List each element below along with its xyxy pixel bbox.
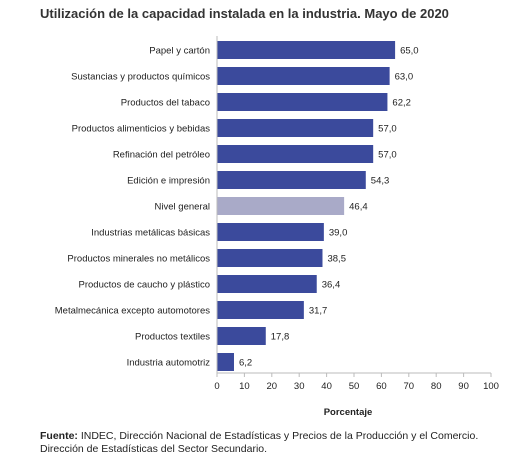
bar bbox=[217, 93, 388, 111]
category-label: Refinación del petróleo bbox=[113, 150, 210, 161]
x-axis-title: Porcentaje bbox=[324, 407, 373, 418]
category-label: Edición e impresión bbox=[127, 176, 210, 187]
bar bbox=[217, 171, 366, 189]
bar bbox=[217, 301, 304, 319]
bar bbox=[217, 145, 374, 163]
source-line-2: Dirección de Estadísticas del Sector Sec… bbox=[40, 443, 268, 455]
bar bbox=[217, 41, 396, 59]
data-label: 57,0 bbox=[378, 124, 397, 135]
category-label: Sustancias y productos químicos bbox=[71, 72, 210, 83]
category-label: Productos textiles bbox=[135, 332, 210, 343]
chart-title: Utilización de la capacidad instalada en… bbox=[40, 6, 449, 21]
bar bbox=[217, 249, 323, 267]
source-line-1: INDEC, Dirección Nacional de Estadística… bbox=[77, 430, 479, 442]
category-label: Productos alimenticios y bebidas bbox=[72, 124, 211, 135]
data-label: 54,3 bbox=[371, 176, 390, 187]
data-label: 65,0 bbox=[400, 46, 419, 57]
bar bbox=[217, 197, 345, 215]
x-tick-label: 60 bbox=[376, 381, 387, 392]
data-label: 31,7 bbox=[309, 306, 328, 317]
category-label: Nivel general bbox=[155, 202, 210, 213]
bar bbox=[217, 223, 324, 241]
data-label: 36,4 bbox=[322, 280, 341, 291]
category-label: Papel y cartón bbox=[149, 46, 210, 57]
category-label: Industrias metálicas básicas bbox=[91, 228, 210, 239]
bar bbox=[217, 275, 317, 293]
source-label: Fuente: bbox=[40, 430, 78, 442]
data-label: 63,0 bbox=[395, 72, 414, 83]
x-tick-label: 100 bbox=[483, 381, 499, 392]
data-label: 57,0 bbox=[378, 150, 397, 161]
category-label: Metalmecánica excepto automotores bbox=[55, 306, 210, 317]
category-label: Productos de caucho y plástico bbox=[79, 280, 211, 291]
bar bbox=[217, 119, 374, 137]
x-tick-label: 90 bbox=[458, 381, 469, 392]
data-label: 39,0 bbox=[329, 228, 348, 239]
bar bbox=[217, 353, 234, 371]
x-tick-label: 50 bbox=[349, 381, 360, 392]
data-label: 17,8 bbox=[271, 332, 290, 343]
x-tick-label: 80 bbox=[431, 381, 442, 392]
x-tick-label: 20 bbox=[267, 381, 278, 392]
bar bbox=[217, 327, 266, 345]
x-tick-label: 30 bbox=[294, 381, 305, 392]
data-label: 62,2 bbox=[392, 98, 411, 109]
x-tick-label: 40 bbox=[321, 381, 332, 392]
data-label: 38,5 bbox=[327, 254, 346, 265]
x-tick-label: 0 bbox=[214, 381, 219, 392]
data-label: 46,4 bbox=[349, 202, 368, 213]
x-tick-label: 70 bbox=[404, 381, 415, 392]
bar-chart: Papel y cartón 65,0 Sustancias y productos… bbox=[55, 36, 499, 418]
x-tick-label: 10 bbox=[239, 381, 250, 392]
category-label: Industria automotriz bbox=[127, 358, 211, 369]
data-label: 6,2 bbox=[239, 358, 252, 369]
category-label: Productos minerales no metálicos bbox=[67, 254, 210, 265]
category-label: Productos del tabaco bbox=[121, 98, 210, 109]
bar bbox=[217, 67, 390, 85]
source-note: Fuente: INDEC, Dirección Nacional de Est… bbox=[40, 430, 478, 456]
